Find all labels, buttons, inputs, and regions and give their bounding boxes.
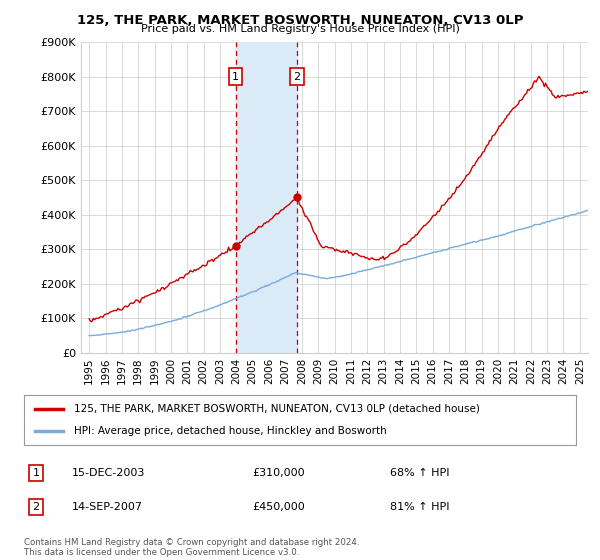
Text: Price paid vs. HM Land Registry's House Price Index (HPI): Price paid vs. HM Land Registry's House … <box>140 24 460 34</box>
Text: 1: 1 <box>232 72 239 82</box>
Text: 14-SEP-2007: 14-SEP-2007 <box>72 502 143 512</box>
Text: Contains HM Land Registry data © Crown copyright and database right 2024.
This d: Contains HM Land Registry data © Crown c… <box>24 538 359 557</box>
Text: 125, THE PARK, MARKET BOSWORTH, NUNEATON, CV13 0LP: 125, THE PARK, MARKET BOSWORTH, NUNEATON… <box>77 14 523 27</box>
Text: HPI: Average price, detached house, Hinckley and Bosworth: HPI: Average price, detached house, Hinc… <box>74 426 386 436</box>
Text: £450,000: £450,000 <box>252 502 305 512</box>
Text: 1: 1 <box>32 468 40 478</box>
Text: 15-DEC-2003: 15-DEC-2003 <box>72 468 145 478</box>
Bar <box>236 42 297 353</box>
Text: 2: 2 <box>293 72 301 82</box>
Text: 125, THE PARK, MARKET BOSWORTH, NUNEATON, CV13 0LP (detached house): 125, THE PARK, MARKET BOSWORTH, NUNEATON… <box>74 404 479 414</box>
Text: 81% ↑ HPI: 81% ↑ HPI <box>390 502 449 512</box>
Text: 68% ↑ HPI: 68% ↑ HPI <box>390 468 449 478</box>
Text: £310,000: £310,000 <box>252 468 305 478</box>
Text: 2: 2 <box>32 502 40 512</box>
